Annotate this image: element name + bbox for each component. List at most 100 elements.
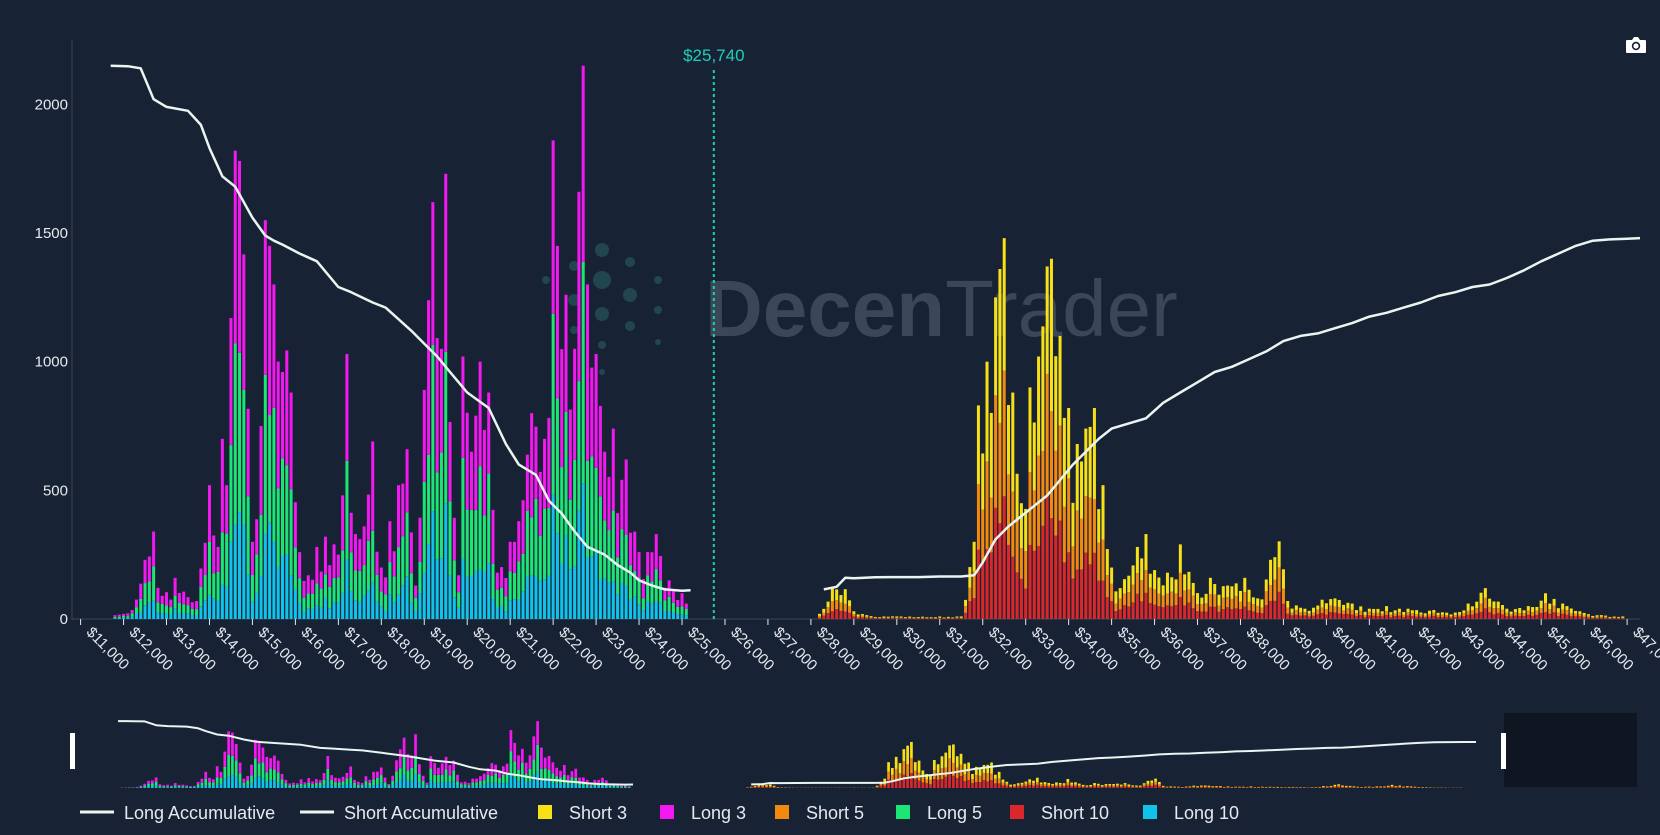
short-3-bar	[1024, 508, 1028, 552]
mini-short-5-bar	[1207, 786, 1211, 788]
short-10-bar	[1140, 601, 1144, 619]
mini-short-10-bar	[1150, 785, 1154, 788]
legend-item-long-5[interactable]: Long 5	[896, 803, 982, 823]
legend-item-long-10[interactable]: Long 10	[1143, 803, 1239, 823]
long-5-bar	[160, 603, 164, 613]
mini-long-3-bar	[387, 783, 391, 786]
mini-short-10-bar	[986, 781, 990, 788]
mini-short-3-bar	[997, 771, 1001, 779]
short-3-bar	[1329, 599, 1333, 606]
short-3-bar	[1488, 598, 1492, 607]
long-10-bar	[517, 599, 521, 619]
mini-long-10-bar	[353, 785, 356, 788]
long-10-bar	[551, 494, 555, 619]
short-5-bar	[1324, 609, 1328, 615]
long-10-bar	[461, 558, 465, 619]
mini-long-5-bar	[150, 783, 154, 787]
legend-item-short-10[interactable]: Short 10	[1010, 803, 1109, 823]
long-3-bar	[332, 544, 336, 578]
legend-item-short-5[interactable]: Short 5	[775, 803, 864, 823]
short-10-bar	[1307, 616, 1311, 619]
mini-long-10-bar	[509, 772, 513, 788]
mini-short-3-bar	[1097, 783, 1100, 786]
mini-long-5-bar	[280, 779, 284, 785]
short-5-bar	[1127, 592, 1131, 607]
legend-item-short-3[interactable]: Short 3	[538, 803, 627, 823]
short-10-bar	[1170, 606, 1174, 619]
short-10-bar	[1333, 612, 1337, 619]
range-slider-left-handle[interactable]	[70, 733, 75, 769]
watermark-logo-dots	[542, 243, 662, 375]
short-5-bar	[938, 617, 942, 619]
long-3-bar	[195, 600, 199, 610]
mini-long-5-bar	[551, 773, 555, 784]
mini-long-3-bar	[536, 721, 539, 745]
mini-long-3-bar	[391, 775, 395, 782]
mini-long-10-bar	[456, 785, 459, 788]
mini-long-3-bar	[330, 775, 333, 780]
long-5-bar	[379, 591, 383, 607]
legend-item-long-3[interactable]: Long 3	[660, 803, 746, 823]
long-5-bar	[173, 595, 177, 609]
short-5-bar	[1604, 616, 1608, 618]
mini-short-5-bar	[1028, 782, 1032, 785]
short-3-bar	[873, 616, 877, 618]
camera-icon[interactable]	[1625, 36, 1647, 54]
short-5-bar	[972, 571, 976, 599]
short-3-bar	[1273, 557, 1277, 580]
short-10-bar	[886, 618, 890, 619]
mini-long-10-bar	[589, 786, 593, 788]
range-slider[interactable]	[70, 712, 1637, 788]
short-10-bar	[1135, 593, 1139, 619]
long-5-bar	[487, 473, 491, 564]
mini-long-5-bar	[219, 777, 223, 785]
long-3-bar	[242, 254, 246, 390]
short-10-bar	[860, 617, 864, 619]
legend-item-long-accumulative[interactable]: Long Accumulative	[80, 803, 275, 823]
range-slider-right-handle[interactable]	[1501, 733, 1506, 769]
short-5-bar	[1483, 597, 1487, 609]
long-5-bar	[611, 510, 615, 582]
short-5-bar	[1522, 613, 1526, 617]
mini-short-10-bar	[1199, 787, 1203, 788]
short-10-bar	[1582, 617, 1586, 619]
short-3-bar	[1101, 485, 1105, 540]
mini-short-5-bar	[1138, 786, 1142, 788]
mini-short-3-bar	[986, 764, 990, 774]
short-5-bar	[1015, 521, 1019, 573]
long-5-bar	[577, 381, 581, 511]
long-3-bar	[160, 595, 164, 604]
mini-long-10-bar	[364, 785, 368, 788]
short-3-bar	[1058, 335, 1062, 426]
long-3-bar	[169, 599, 173, 608]
short-10-bar	[942, 618, 946, 619]
long-5-bar	[345, 460, 349, 560]
long-3-bar	[594, 353, 598, 468]
mini-short-5-bar	[1085, 786, 1089, 788]
short-5-bar	[998, 422, 1002, 524]
long-3-bar	[538, 471, 542, 536]
mini-short-3-bar	[1131, 785, 1135, 787]
long-10-bar	[401, 585, 405, 619]
short-10-bar	[1148, 603, 1152, 619]
legend-item-short-accumulative[interactable]: Short Accumulative	[300, 803, 498, 823]
mini-long-3-bar	[204, 771, 208, 779]
short-10-bar	[1174, 605, 1178, 619]
mini-long-3-bar	[154, 777, 158, 782]
long-10-bar	[474, 570, 478, 619]
mini-short-5-bar	[1199, 786, 1203, 788]
short-3-bar	[1376, 608, 1380, 613]
short-10-bar	[1213, 606, 1217, 619]
mini-long-5-bar	[372, 779, 375, 786]
short-5-bar	[1101, 539, 1105, 581]
short-3-bar	[1410, 610, 1414, 614]
long-5-bar	[177, 602, 181, 613]
short-5-bar	[994, 395, 998, 508]
mini-short-10-bar	[1127, 786, 1131, 788]
long-5-bar	[671, 602, 675, 612]
range-slider-track[interactable]	[72, 712, 1476, 788]
mini-short-10-bar	[1390, 787, 1394, 788]
long-10-bar	[504, 611, 508, 619]
mini-short-3-bar	[1043, 782, 1047, 785]
long-5-bar	[555, 398, 559, 534]
